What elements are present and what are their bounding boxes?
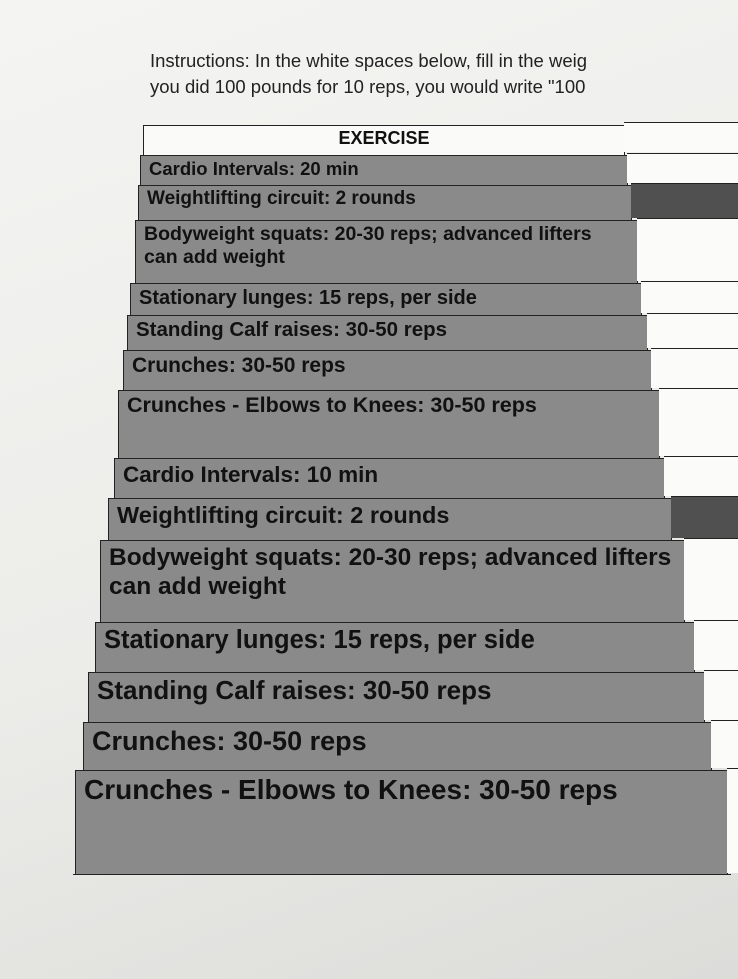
weight-entry-cell[interactable] [627, 153, 738, 183]
exercise-row: Crunches - Elbows to Knees: 30-50 reps [75, 770, 728, 875]
weight-entry-cell[interactable] [694, 620, 738, 670]
exercise-row: Cardio Intervals: 10 min [114, 458, 665, 498]
weight-entry-cell[interactable] [684, 538, 738, 620]
exercise-row: Standing Calf raises: 30-50 reps [127, 315, 648, 350]
weight-entry-cell[interactable] [664, 456, 738, 496]
exercise-row: Cardio Intervals: 20 min [140, 155, 628, 185]
weight-entry-cell[interactable] [647, 313, 738, 348]
exercise-row: Bodyweight squats: 20-30 reps; advanced … [135, 220, 638, 283]
weight-entry-cell[interactable] [671, 496, 738, 538]
table-bottom-border [73, 874, 731, 875]
weight-entry-cell[interactable] [631, 183, 738, 218]
exercise-row: Standing Calf raises: 30-50 reps [88, 672, 705, 722]
instructions-line-2: you did 100 pounds for 10 reps, you woul… [150, 76, 586, 97]
weight-entry-cell[interactable] [711, 720, 738, 768]
exercise-row: Crunches - Elbows to Knees: 30-50 reps [118, 390, 660, 458]
exercise-row: Stationary lunges: 15 reps, per side [95, 622, 695, 672]
weight-entry-cell[interactable] [641, 281, 738, 313]
exercise-row: Weightlifting circuit: 2 rounds [138, 185, 632, 220]
exercise-row: Bodyweight squats: 20-30 reps; advanced … [100, 540, 685, 622]
weight-entry-cell[interactable] [704, 670, 738, 720]
exercise-row: Crunches: 30-50 reps [83, 722, 712, 770]
weight-entry-cell[interactable] [659, 388, 738, 456]
header-blank-cell [624, 122, 738, 152]
exercise-row: Crunches: 30-50 reps [123, 350, 652, 390]
weight-entry-cell[interactable] [651, 348, 738, 388]
exercise-column-header: EXERCISE [143, 125, 625, 155]
exercise-row: Stationary lunges: 15 reps, per side [130, 283, 642, 315]
weight-entry-cell[interactable] [727, 768, 738, 873]
exercise-row: Weightlifting circuit: 2 rounds [108, 498, 672, 540]
weight-entry-cell[interactable] [637, 218, 738, 281]
instructions-line-1: Instructions: In the white spaces below,… [150, 50, 588, 71]
